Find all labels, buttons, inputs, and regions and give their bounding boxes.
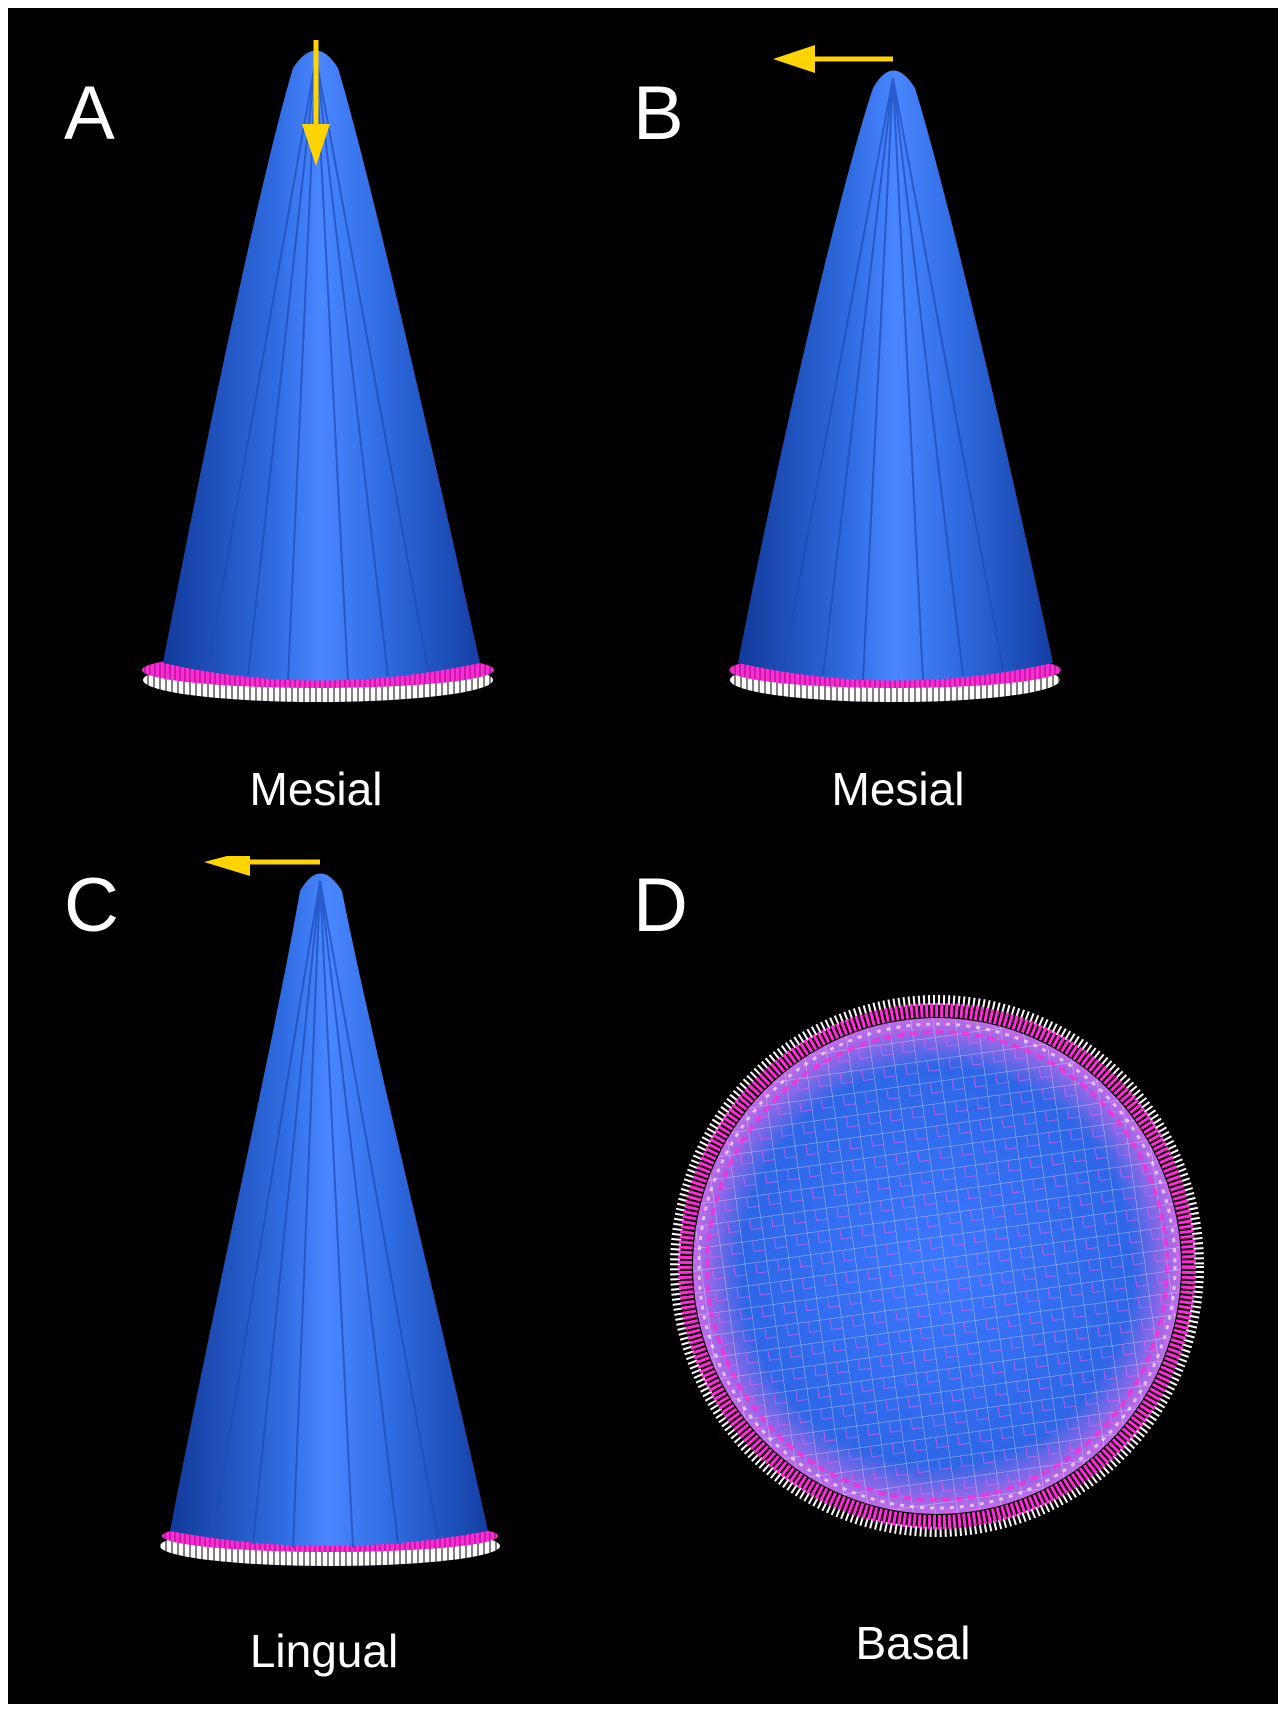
force-arrow-left [204, 856, 320, 876]
panel-caption: Lingual [249, 1625, 399, 1677]
force-arrow-left [773, 45, 893, 73]
panel-caption: Mesial [249, 763, 383, 815]
cone-model-side-view [729, 45, 1061, 702]
cone-basal-view [670, 995, 1204, 1537]
panel-d: D [633, 856, 1278, 1704]
panel-letter: D [633, 863, 688, 948]
cone-body [170, 873, 488, 1546]
panel-caption: Basal [855, 1617, 971, 1669]
basal-disc [670, 995, 1204, 1537]
panel-letter: A [64, 71, 115, 156]
cone-ridges [782, 77, 1004, 681]
cone-ridges [212, 880, 439, 1549]
cone-ridges [207, 57, 429, 681]
figure-canvas: A [8, 8, 1278, 1704]
panel-c: C [8, 856, 643, 1704]
panel-a: A [8, 8, 643, 856]
panel-caption: Mesial [831, 763, 965, 815]
panel-b: B [633, 8, 1278, 856]
panel-letter: C [64, 863, 119, 948]
cone-body [738, 70, 1053, 681]
cone-model-side-view [142, 40, 494, 702]
panel-letter: B [633, 71, 684, 156]
force-arrow-down [302, 40, 330, 166]
cone-model-side-view [160, 856, 500, 1566]
